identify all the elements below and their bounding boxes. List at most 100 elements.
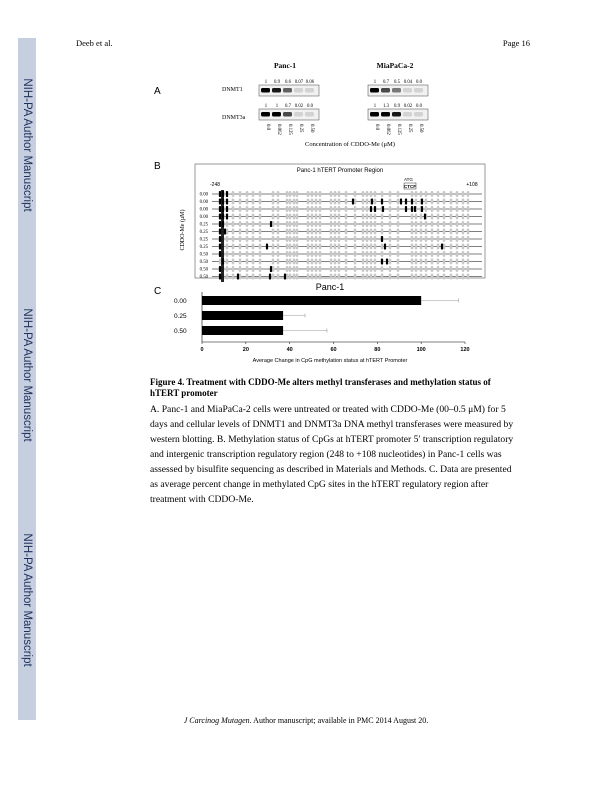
cpg-unmethylated [295, 251, 299, 257]
cpg-unmethylated [361, 228, 365, 235]
cpg-unmethylated [353, 243, 357, 250]
dnmt1-value: 0.6 [285, 80, 292, 85]
cpg-methylated [420, 206, 424, 212]
cpg-unmethylated [361, 243, 365, 250]
cpg-unmethylated [295, 228, 299, 235]
cpg-unmethylated [337, 258, 341, 265]
cpg-unmethylated [337, 221, 341, 227]
dnmt3a-band [294, 112, 303, 117]
cpg-unmethylated [466, 251, 470, 257]
cpg-unmethylated [419, 228, 423, 235]
cpg-unmethylated [258, 273, 262, 280]
panel-b-letter: B [154, 161, 161, 172]
cpg-unmethylated [306, 273, 310, 280]
cpg-unmethylated [361, 191, 365, 197]
cpg-unmethylated [353, 236, 357, 242]
cpg-unmethylated [271, 243, 275, 250]
dnmt3a-band [403, 112, 412, 117]
cpg-unmethylated [461, 273, 465, 280]
cpg-unmethylated [449, 191, 453, 197]
cpg-unmethylated [310, 213, 314, 220]
cpg-unmethylated [353, 206, 357, 212]
caption-body: A. Panc-1 and MiaPaCa-2 cells were untre… [150, 404, 514, 505]
figure-caption: Figure 4. Treatment with CDDO-Me alters … [150, 377, 520, 507]
cpg-unmethylated [396, 251, 400, 257]
cpg-unmethylated [295, 258, 299, 265]
cpg-unmethylated [353, 213, 357, 220]
cpg-unmethylated [410, 228, 414, 235]
x-tick-label: 100 [417, 347, 426, 353]
cpg-methylated [236, 273, 240, 280]
cpg-unmethylated [419, 243, 423, 250]
cpg-unmethylated [333, 198, 337, 205]
dnmt3a-band [305, 112, 314, 117]
nih-sidebar [18, 38, 36, 720]
cpg-unmethylated [424, 251, 428, 257]
cpg-methylated [225, 198, 229, 205]
cpg-unmethylated [410, 243, 414, 250]
cpg-unmethylated [455, 266, 459, 272]
cpg-unmethylated [430, 266, 434, 272]
panel-c-letter: C [154, 286, 161, 297]
cpg-unmethylated [373, 198, 377, 205]
cpg-unmethylated [318, 206, 322, 212]
cpg-unmethylated [318, 191, 322, 197]
cpg-unmethylated [442, 213, 446, 220]
cpg-unmethylated [276, 198, 280, 205]
cpg-unmethylated [310, 258, 314, 265]
cpg-unmethylated [380, 251, 384, 257]
cpg-unmethylated [288, 251, 292, 257]
cpg-unmethylated [436, 206, 440, 212]
cpg-unmethylated [353, 273, 357, 280]
cpg-unmethylated [344, 243, 348, 250]
cpg-unmethylated [436, 198, 440, 205]
cpg-unmethylated [449, 251, 453, 257]
dnmt1-value: 0.9 [274, 80, 281, 85]
cpg-unmethylated [449, 258, 453, 265]
cpg-unmethylated [285, 236, 289, 242]
cpg-methylated [218, 243, 222, 250]
cpg-unmethylated [373, 273, 377, 280]
cpg-unmethylated [271, 213, 275, 220]
cpg-unmethylated [353, 198, 357, 205]
cpg-unmethylated [231, 213, 235, 220]
cpg-unmethylated [430, 213, 434, 220]
cpg-unmethylated [251, 258, 255, 265]
dnmt3a-value: 1 [374, 104, 377, 109]
cpg-unmethylated [455, 213, 459, 220]
cpg-unmethylated [361, 258, 365, 265]
cpg-unmethylated [318, 221, 322, 227]
cpg-unmethylated [373, 243, 377, 250]
cpg-unmethylated [285, 273, 289, 280]
dnmt3a-band [392, 112, 401, 117]
cpg-unmethylated [271, 191, 275, 197]
cpg-unmethylated [258, 266, 262, 272]
cpg-methylated [218, 236, 222, 242]
cpg-unmethylated [414, 243, 418, 250]
cpg-unmethylated [258, 258, 262, 265]
cpg-unmethylated [419, 251, 423, 257]
cpg-unmethylated [373, 221, 377, 227]
cpg-unmethylated [295, 236, 299, 242]
cpg-unmethylated [442, 258, 446, 265]
cpg-unmethylated [461, 213, 465, 220]
cpg-methylated [410, 198, 414, 205]
panel-c-xlabel: Average Change in CpG methylation status… [253, 358, 408, 364]
cpg-unmethylated [436, 236, 440, 242]
cpg-unmethylated [306, 236, 310, 242]
cpg-unmethylated [245, 228, 249, 235]
cpg-unmethylated [361, 221, 365, 227]
cpg-unmethylated [373, 251, 377, 257]
cpg-unmethylated [329, 251, 333, 257]
dnmt1-value: 0.0 [416, 80, 423, 85]
dnmt1-band [272, 88, 281, 93]
cpg-unmethylated [414, 251, 418, 257]
cpg-unmethylated [292, 243, 296, 250]
dnmt3a-value: 1 [265, 104, 268, 109]
cpg-unmethylated [436, 251, 440, 257]
cpg-unmethylated [410, 213, 414, 220]
cpg-unmethylated [442, 266, 446, 272]
cpg-methylated [223, 228, 227, 235]
cpg-unmethylated [442, 206, 446, 212]
cpg-unmethylated [225, 221, 229, 227]
